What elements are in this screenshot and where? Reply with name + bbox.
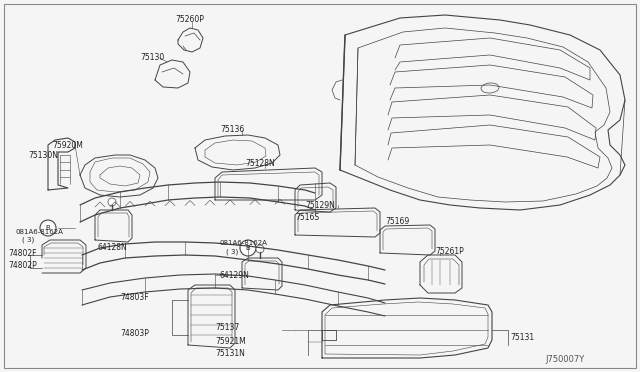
Text: 75169: 75169 [385, 218, 409, 227]
Text: B: B [246, 245, 250, 251]
Text: 7516S: 7516S [295, 214, 319, 222]
Text: 081A6-8162A: 081A6-8162A [220, 240, 268, 246]
Text: 75136: 75136 [220, 125, 244, 135]
Text: 75131N: 75131N [215, 350, 245, 359]
Text: 75261P: 75261P [435, 247, 464, 257]
Circle shape [240, 240, 256, 256]
Text: 75129N: 75129N [305, 201, 335, 209]
Text: 75130N: 75130N [28, 151, 58, 160]
Text: 75920M: 75920M [52, 141, 83, 150]
Text: 75137: 75137 [215, 324, 239, 333]
Text: B: B [45, 225, 51, 231]
Text: 75128N: 75128N [245, 158, 275, 167]
Text: 75921M: 75921M [215, 337, 246, 346]
Text: 64129N: 64129N [220, 270, 250, 279]
Circle shape [40, 220, 56, 236]
Text: 74803F: 74803F [120, 294, 148, 302]
Circle shape [256, 245, 264, 253]
Text: ( 3): ( 3) [22, 237, 35, 243]
Circle shape [108, 198, 116, 206]
Text: ( 3): ( 3) [226, 249, 238, 255]
Text: 75130: 75130 [140, 54, 164, 62]
Text: 74802F: 74802F [8, 248, 36, 257]
Text: 74802P: 74802P [8, 262, 36, 270]
Text: 74803P: 74803P [120, 328, 149, 337]
Text: 081A6-8162A: 081A6-8162A [16, 229, 64, 235]
Text: 75260P: 75260P [175, 16, 204, 25]
Text: 64128N: 64128N [98, 244, 128, 253]
Text: J750007Y: J750007Y [545, 356, 584, 365]
Text: 75131: 75131 [510, 334, 534, 343]
